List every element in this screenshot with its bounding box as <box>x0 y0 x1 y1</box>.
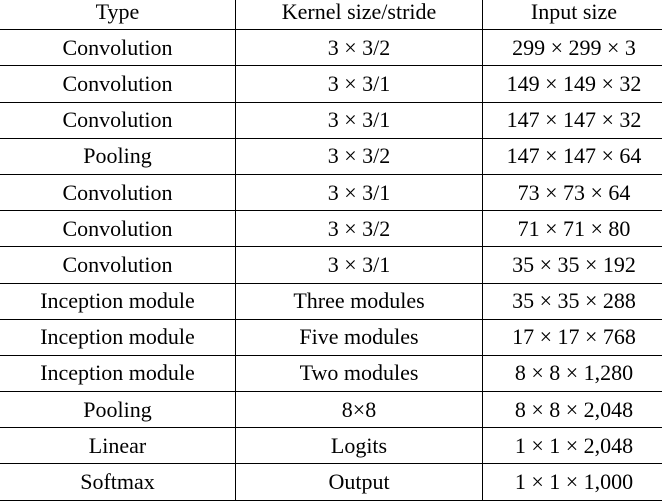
header-type: Type <box>0 0 236 30</box>
cell-type: Convolution <box>0 247 236 283</box>
cell-kernel: 3 × 3/1 <box>236 102 483 138</box>
cell-input-size: 73 × 73 × 64 <box>483 174 662 210</box>
table-row: Convolution 3 × 3/2 71 × 71 × 80 <box>0 211 662 247</box>
cell-type: Convolution <box>0 174 236 210</box>
cell-input-size: 17 × 17 × 768 <box>483 319 662 355</box>
cell-input-size: 35 × 35 × 192 <box>483 247 662 283</box>
table-row: Linear Logits 1 × 1 × 2,048 <box>0 428 662 464</box>
cell-kernel: 3 × 3/1 <box>236 247 483 283</box>
cell-kernel: 8×8 <box>236 392 483 428</box>
cell-input-size: 299 × 299 × 3 <box>483 30 662 66</box>
table-row: Convolution 3 × 3/1 73 × 73 × 64 <box>0 174 662 210</box>
cell-kernel: 3 × 3/1 <box>236 174 483 210</box>
cell-input-size: 1 × 1 × 2,048 <box>483 428 662 464</box>
cell-kernel: Logits <box>236 428 483 464</box>
cell-type: Pooling <box>0 138 236 174</box>
header-kernel-size-stride: Kernel size/stride <box>236 0 483 30</box>
cell-type: Convolution <box>0 211 236 247</box>
cell-kernel: 3 × 3/2 <box>236 138 483 174</box>
table-row: Inception module Two modules 8 × 8 × 1,2… <box>0 355 662 391</box>
cell-type: Linear <box>0 428 236 464</box>
cell-type: Inception module <box>0 355 236 391</box>
table-row: Convolution 3 × 3/2 299 × 299 × 3 <box>0 30 662 66</box>
table-row: Convolution 3 × 3/1 149 × 149 × 32 <box>0 66 662 102</box>
cell-kernel: Two modules <box>236 355 483 391</box>
cell-type: Inception module <box>0 319 236 355</box>
cell-input-size: 147 × 147 × 32 <box>483 102 662 138</box>
cell-kernel: 3 × 3/2 <box>236 30 483 66</box>
cell-kernel: 3 × 3/2 <box>236 211 483 247</box>
table-row: Convolution 3 × 3/1 147 × 147 × 32 <box>0 102 662 138</box>
table-row: Pooling 3 × 3/2 147 × 147 × 64 <box>0 138 662 174</box>
cell-type: Convolution <box>0 66 236 102</box>
table-row: Inception module Five modules 17 × 17 × … <box>0 319 662 355</box>
cell-input-size: 8 × 8 × 1,280 <box>483 355 662 391</box>
cell-kernel: Five modules <box>236 319 483 355</box>
cell-input-size: 35 × 35 × 288 <box>483 283 662 319</box>
cell-input-size: 147 × 147 × 64 <box>483 138 662 174</box>
cell-input-size: 8 × 8 × 2,048 <box>483 392 662 428</box>
header-input-size: Input size <box>483 0 662 30</box>
cell-type: Convolution <box>0 30 236 66</box>
cell-type: Inception module <box>0 283 236 319</box>
cell-type: Pooling <box>0 392 236 428</box>
cell-input-size: 71 × 71 × 80 <box>483 211 662 247</box>
cell-kernel: 3 × 3/1 <box>236 66 483 102</box>
table-row: Inception module Three modules 35 × 35 ×… <box>0 283 662 319</box>
table-row: Convolution 3 × 3/1 35 × 35 × 192 <box>0 247 662 283</box>
cell-input-size: 149 × 149 × 32 <box>483 66 662 102</box>
table-row: Pooling 8×8 8 × 8 × 2,048 <box>0 392 662 428</box>
table-header-row: Type Kernel size/stride Input size <box>0 0 662 30</box>
cell-type: Convolution <box>0 102 236 138</box>
table-body: Convolution 3 × 3/2 299 × 299 × 3 Convol… <box>0 30 662 500</box>
cell-kernel: Three modules <box>236 283 483 319</box>
